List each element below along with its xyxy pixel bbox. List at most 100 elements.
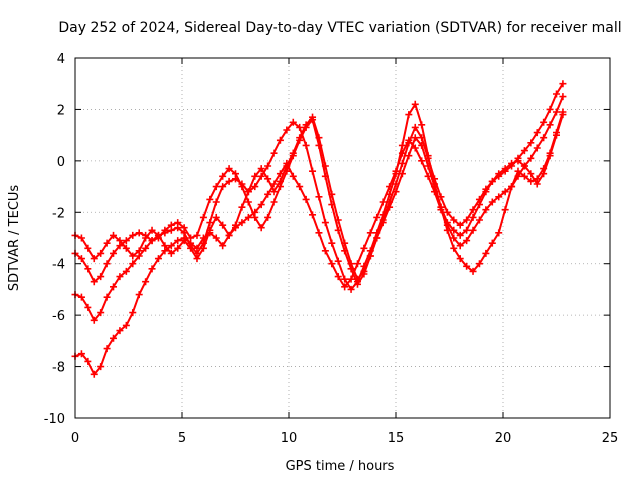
data-point	[392, 188, 400, 196]
data-point	[244, 213, 252, 221]
data-point	[553, 108, 560, 116]
data-point	[334, 273, 342, 281]
data-point	[264, 162, 272, 170]
data-point	[251, 172, 259, 180]
data-point	[469, 206, 477, 214]
data-point	[103, 345, 111, 353]
data-point	[405, 139, 413, 147]
data-point	[122, 267, 130, 275]
x-tick-label: 5	[178, 431, 186, 446]
data-point	[431, 183, 439, 191]
data-point	[148, 226, 156, 234]
data-point	[270, 180, 278, 188]
data-point	[443, 208, 451, 216]
y-tick-label: 4	[57, 52, 65, 67]
data-point	[546, 149, 554, 157]
data-point	[122, 321, 130, 329]
data-point	[283, 162, 291, 170]
data-point	[463, 226, 471, 234]
data-point	[219, 242, 227, 250]
data-point	[161, 226, 169, 234]
data-point	[135, 229, 143, 237]
data-point	[289, 149, 297, 157]
data-point	[84, 265, 92, 273]
data-point	[456, 221, 464, 229]
data-point	[418, 134, 426, 142]
data-point	[546, 121, 554, 129]
data-point	[135, 291, 143, 299]
data-point	[443, 226, 451, 234]
x-axis-label: GPS time / hours	[286, 459, 395, 474]
data-point	[353, 275, 361, 283]
data-point	[212, 198, 220, 206]
data-point	[302, 195, 310, 203]
data-point	[129, 309, 137, 317]
data-point	[212, 213, 220, 221]
data-point	[257, 165, 265, 173]
data-point	[488, 198, 496, 206]
y-tick-label: -4	[52, 258, 65, 273]
data-point	[167, 221, 175, 229]
data-point	[418, 157, 426, 165]
data-point	[187, 244, 195, 252]
data-point	[418, 121, 426, 129]
data-point	[321, 162, 329, 170]
data-point	[122, 237, 130, 245]
data-point	[174, 219, 182, 227]
data-point	[328, 260, 336, 268]
data-point	[418, 141, 426, 149]
data-point	[129, 252, 137, 260]
data-point	[154, 231, 162, 239]
data-point	[353, 260, 361, 268]
data-point	[360, 267, 368, 275]
data-point	[456, 231, 464, 239]
data-point	[379, 219, 387, 227]
data-point	[533, 144, 541, 152]
data-point	[142, 234, 150, 242]
data-point	[347, 260, 355, 268]
data-point	[469, 226, 477, 234]
data-point	[373, 213, 381, 221]
data-point	[559, 93, 567, 101]
data-point	[289, 118, 297, 126]
data-point	[199, 213, 207, 221]
data-point	[360, 244, 368, 252]
data-point	[110, 283, 118, 291]
data-point	[174, 244, 182, 252]
data-point	[116, 237, 124, 245]
data-point	[533, 175, 541, 183]
data-point	[296, 123, 304, 131]
data-point	[193, 231, 201, 239]
data-point	[527, 154, 535, 162]
data-point	[264, 190, 272, 198]
data-point	[244, 198, 252, 206]
data-point	[244, 188, 252, 196]
data-point	[450, 234, 458, 242]
data-point	[90, 278, 98, 286]
data-point	[321, 247, 329, 255]
data-point	[488, 239, 496, 247]
data-point	[180, 224, 188, 232]
data-point	[251, 213, 259, 221]
data-point	[514, 167, 522, 175]
data-point	[411, 134, 419, 142]
data-point	[283, 126, 291, 134]
data-point	[559, 108, 567, 116]
data-point	[135, 247, 143, 255]
data-point	[437, 203, 445, 211]
data-point	[398, 170, 406, 178]
data-point	[110, 249, 118, 257]
data-point	[501, 165, 509, 173]
data-point	[411, 123, 419, 131]
axis-ticks	[74, 57, 611, 419]
data-point	[238, 183, 246, 191]
data-point	[116, 327, 124, 335]
data-point	[540, 118, 548, 126]
data-point	[553, 90, 560, 98]
data-point	[199, 244, 207, 252]
data-point	[212, 183, 220, 191]
x-tick-label: 25	[602, 431, 619, 446]
data-point	[270, 198, 278, 206]
data-point	[97, 249, 105, 257]
data-point	[238, 219, 246, 227]
